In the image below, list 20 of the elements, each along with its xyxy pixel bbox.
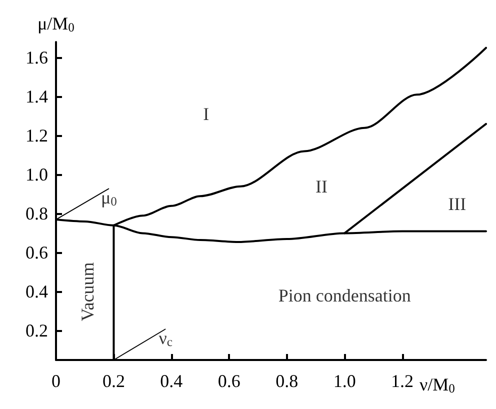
y-tick-label: 0.2 bbox=[26, 320, 48, 341]
x-tick-label: 0.8 bbox=[276, 371, 298, 391]
x-tick-label: 1.0 bbox=[333, 371, 356, 391]
y-tick-label: 1.2 bbox=[26, 126, 48, 146]
y-tick-label: 1.6 bbox=[26, 48, 48, 68]
y-tick-label: 0.8 bbox=[26, 204, 48, 224]
x-tick-label: 0.2 bbox=[102, 371, 125, 391]
y-tick-label: 1.4 bbox=[26, 86, 48, 107]
x-tick-label: 1.2 bbox=[391, 371, 414, 391]
x-tick-label: 0.4 bbox=[160, 371, 183, 391]
annotation: I bbox=[203, 104, 210, 124]
y-tick-label: 1.0 bbox=[26, 164, 48, 185]
y-tick-label: 0.6 bbox=[26, 242, 48, 263]
annotation: Vacuum bbox=[78, 262, 98, 322]
annotation: II bbox=[316, 176, 328, 196]
annotation: III bbox=[448, 194, 466, 214]
annotation: Pion condensation bbox=[278, 286, 411, 306]
x-tick-label: 0.6 bbox=[218, 371, 240, 391]
y-tick-label: 0.4 bbox=[26, 282, 48, 302]
x-tick-label: 0 bbox=[52, 371, 60, 391]
